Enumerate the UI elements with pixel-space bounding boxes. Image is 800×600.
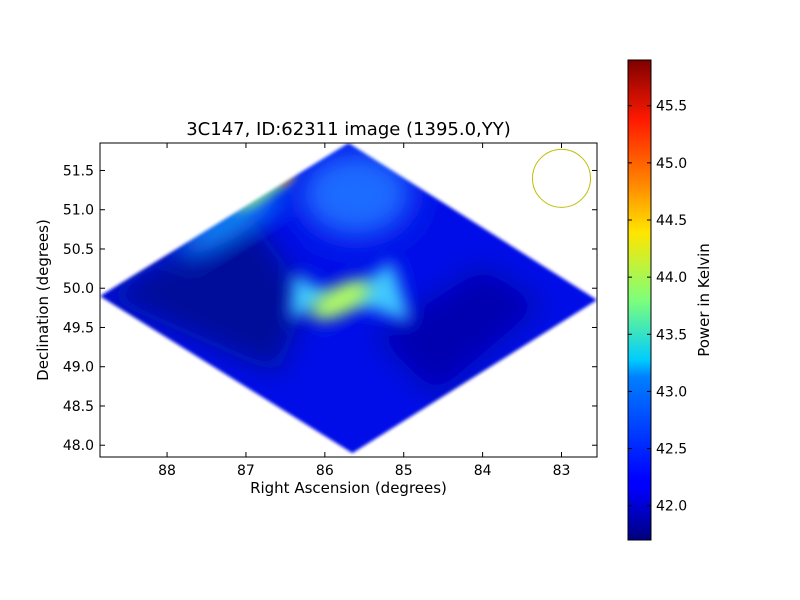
x-tick-label: 88 <box>158 463 176 479</box>
heatmap-feature-bowtie-lobe-b <box>340 260 412 324</box>
x-tick-label: 86 <box>316 463 334 479</box>
colorbar-tick-label: 45.5 <box>656 99 687 115</box>
colorbar-tick-label: 45.0 <box>656 156 687 172</box>
colorbar-tick-label: 43.0 <box>656 384 687 400</box>
y-tick-label: 50.5 <box>63 242 94 258</box>
y-axis-ticks: 48.0 48.5 49.0 49.5 50.0 50.5 51.0 51.5 <box>63 163 597 454</box>
x-tick-label: 84 <box>474 463 492 479</box>
y-tick-label: 51.5 <box>63 163 94 179</box>
heatmap-low-region-west <box>100 209 310 375</box>
x-tick-label: 83 <box>553 463 571 479</box>
colorbar-tick-label: 42.5 <box>656 442 687 458</box>
colorbar-ticks: 42.0 42.5 43.0 43.5 44.0 44.5 45.0 45.5 <box>628 99 687 515</box>
heatmap-low-region-southeast <box>372 264 546 399</box>
x-tick-label: 87 <box>237 463 255 479</box>
colorbar-label: Power in Kelvin <box>695 243 713 357</box>
beam-circle <box>532 148 591 208</box>
y-tick-label: 51.0 <box>63 203 94 219</box>
y-tick-label: 49.0 <box>63 360 94 376</box>
axes-frame <box>99 142 598 458</box>
plot-area <box>100 143 597 454</box>
heatmap-layer <box>100 143 597 454</box>
x-axis-label: Right Ascension (degrees) <box>250 479 447 497</box>
colorbar-tick-label: 43.5 <box>656 327 687 343</box>
y-tick-label: 49.5 <box>63 320 94 336</box>
colorbar-tick-label: 44.5 <box>656 213 687 229</box>
x-axis-ticks: 88 87 86 85 84 83 <box>158 143 570 479</box>
y-tick-label: 50.0 <box>63 281 94 297</box>
y-tick-label: 48.0 <box>63 438 94 454</box>
colorbar-tick-label: 42.0 <box>656 499 687 515</box>
heatmap-feature-bowtie-lobe-a <box>289 272 341 320</box>
y-axis-label: Declination (degrees) <box>34 219 52 381</box>
colorbar-tick-label: 44.0 <box>656 270 687 286</box>
chart-title: 3C147, ID:62311 image (1395.0,YY) <box>186 119 511 140</box>
heatmap-feature-north-diffuse <box>301 152 412 237</box>
heatmap-feature-bowtie-core <box>311 280 370 320</box>
y-tick-label: 48.5 <box>63 399 94 415</box>
colorbar <box>627 59 652 541</box>
x-tick-label: 85 <box>395 463 413 479</box>
